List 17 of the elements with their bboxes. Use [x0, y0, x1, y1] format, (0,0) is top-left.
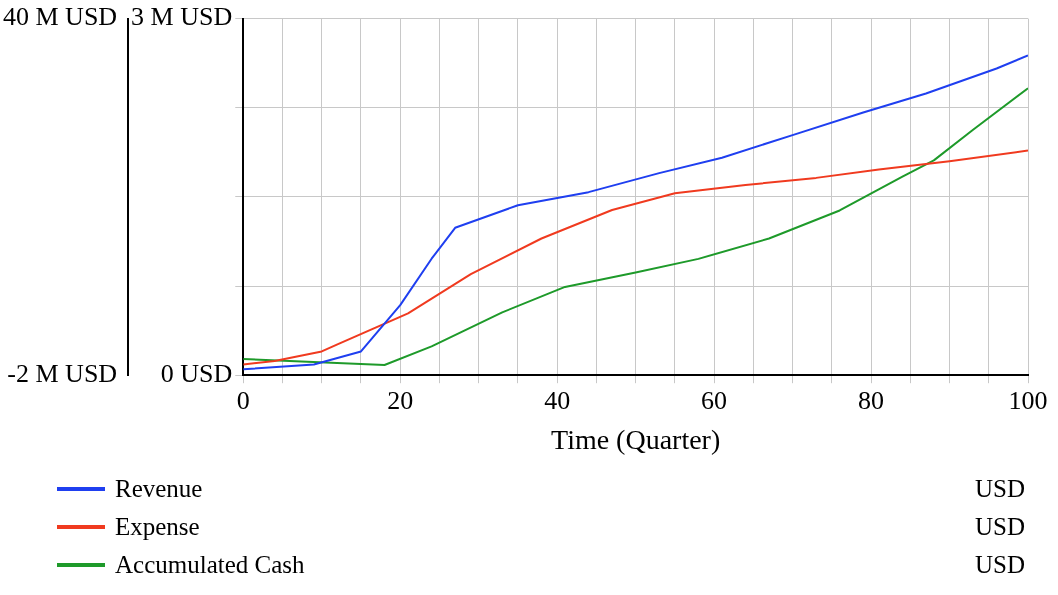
x-tick-label: 40: [544, 385, 571, 415]
x-tick-label: 60: [701, 385, 728, 415]
x-tick-label: 100: [1008, 385, 1048, 415]
x-tick-label: 20: [387, 385, 414, 415]
text: USD: [975, 475, 1026, 503]
y2-tick-label: -2 M USD: [7, 359, 118, 389]
legend-label: Expense: [115, 513, 200, 541]
legend-label: Revenue: [115, 475, 203, 503]
x-axis-title: Time (Quarter): [551, 423, 721, 455]
text: USD: [975, 513, 1026, 541]
x-tick-label: 80: [858, 385, 885, 415]
text: USD: [975, 551, 1026, 579]
legend-label: Accumulated Cash: [115, 551, 305, 579]
y2-tick-label: 40 M USD: [2, 2, 118, 32]
y-tick-label: 0 USD: [160, 359, 233, 389]
y-tick-label: 3 M USD: [131, 2, 233, 32]
x-tick-label: 0: [236, 385, 250, 415]
